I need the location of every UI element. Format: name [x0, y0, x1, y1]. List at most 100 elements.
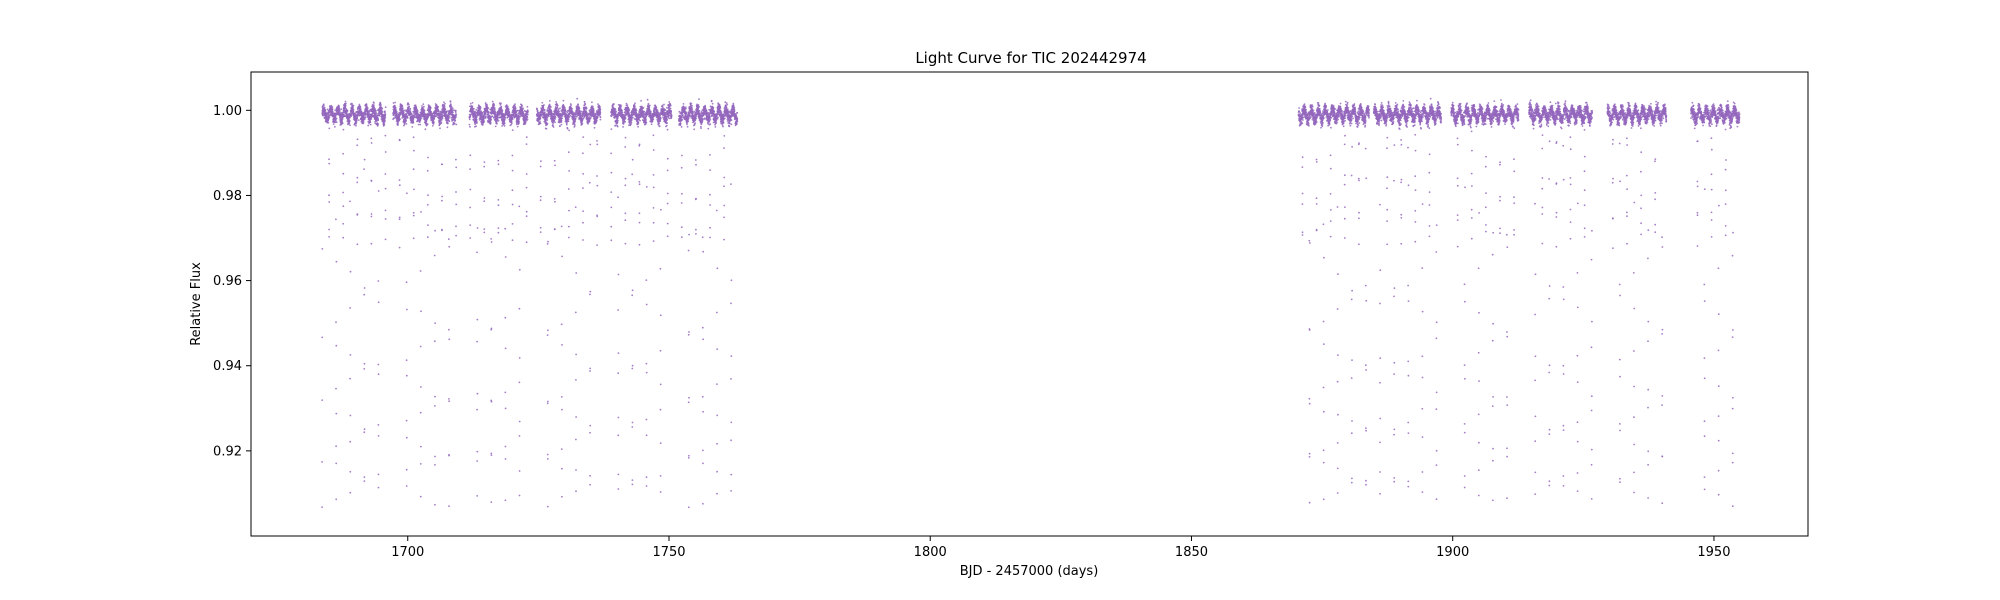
flux-point — [497, 119, 500, 122]
flux-point — [556, 104, 559, 107]
flux-point — [349, 470, 352, 473]
flux-point — [548, 103, 551, 106]
flux-point — [501, 109, 504, 112]
flux-point — [439, 127, 441, 130]
flux-point — [624, 177, 627, 180]
flux-point — [476, 251, 478, 254]
flux-point — [504, 347, 507, 350]
flux-point — [631, 421, 634, 424]
flux-point — [518, 118, 520, 121]
flux-point — [491, 100, 494, 103]
flux-point — [356, 138, 359, 141]
flux-point — [419, 270, 422, 272]
flux-point — [399, 118, 401, 120]
flux-point — [328, 201, 331, 203]
flux-point — [321, 248, 324, 250]
flux-point — [328, 162, 331, 165]
flux-point — [446, 126, 449, 129]
flux-point — [552, 124, 554, 126]
flux-point — [375, 111, 377, 113]
flux-point — [575, 438, 577, 441]
flux-point — [579, 110, 582, 113]
flux-point — [546, 243, 549, 245]
flux-point — [610, 128, 613, 131]
flux-point — [342, 152, 344, 155]
flux-point — [335, 260, 338, 263]
flux-point — [398, 246, 401, 249]
flux-point — [448, 400, 450, 403]
flux-point — [426, 169, 429, 172]
flux-point — [379, 102, 382, 104]
flux-point — [483, 200, 486, 203]
flux-point — [567, 151, 570, 154]
flux-point — [403, 123, 406, 125]
flux-point — [377, 435, 380, 437]
flux-point — [554, 164, 556, 167]
flux-point — [405, 468, 408, 471]
flux-point — [621, 109, 623, 112]
flux-point — [624, 242, 627, 245]
flux-point — [384, 151, 387, 153]
flux-point — [617, 416, 620, 419]
flux-point — [405, 485, 408, 487]
flux-point — [560, 123, 563, 126]
flux-point — [469, 206, 471, 209]
flux-point — [328, 116, 331, 119]
flux-point — [441, 163, 443, 166]
flux-point — [599, 108, 602, 110]
flux-point — [328, 127, 331, 130]
flux-point — [589, 116, 592, 119]
flux-point — [581, 120, 584, 122]
flux-point — [355, 122, 358, 125]
flux-point — [340, 108, 343, 111]
flux-point — [496, 123, 498, 125]
flux-point — [506, 105, 509, 108]
flux-point — [405, 436, 408, 439]
flux-point — [384, 106, 387, 109]
flux-point — [562, 99, 565, 102]
flux-point — [363, 158, 366, 161]
flux-point — [476, 460, 479, 462]
flux-point — [490, 118, 492, 121]
flux-point — [443, 105, 446, 108]
flux-point — [420, 211, 422, 213]
flux-point — [624, 212, 627, 215]
flux-point — [362, 121, 365, 123]
flux-point — [384, 218, 387, 220]
flux-point — [429, 107, 432, 110]
flux-point — [408, 105, 410, 108]
flux-point — [539, 199, 542, 202]
flux-point — [401, 105, 404, 108]
flux-point — [403, 109, 406, 112]
flux-point — [617, 473, 620, 476]
flux-point — [565, 122, 568, 125]
flux-point — [328, 158, 330, 161]
flux-point — [412, 122, 415, 124]
flux-point — [434, 503, 436, 506]
flux-point — [335, 218, 337, 221]
flux-point — [574, 117, 577, 120]
flux-point — [622, 123, 625, 125]
flux-point — [575, 469, 577, 471]
flux-point — [476, 450, 479, 453]
flux-point — [561, 495, 563, 498]
flux-point — [440, 121, 443, 124]
flux-point — [338, 106, 340, 108]
flux-point — [585, 107, 588, 110]
flux-point — [475, 116, 478, 118]
flux-point — [490, 452, 493, 455]
flux-point — [440, 119, 443, 121]
flux-point — [516, 125, 519, 128]
flux-point — [427, 194, 429, 197]
flux-point — [452, 111, 454, 114]
flux-point — [384, 113, 387, 116]
flux-point — [377, 363, 380, 366]
flux-point — [328, 228, 330, 231]
flux-point — [349, 270, 352, 273]
flux-point — [491, 115, 494, 118]
flux-point — [405, 123, 408, 125]
flux-point — [326, 108, 329, 111]
flux-point — [568, 236, 570, 239]
flux-point — [597, 103, 599, 105]
flux-point — [596, 175, 598, 177]
